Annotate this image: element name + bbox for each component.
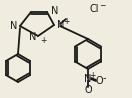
Text: Cl: Cl <box>90 4 100 14</box>
Text: N: N <box>57 20 64 30</box>
Text: N: N <box>29 32 36 42</box>
Text: +: + <box>40 35 46 44</box>
Text: −: − <box>99 1 105 10</box>
Text: -: - <box>102 73 106 83</box>
Text: O: O <box>84 85 92 95</box>
Text: N: N <box>51 6 58 16</box>
Text: O: O <box>95 76 103 86</box>
Text: +: + <box>63 16 69 25</box>
Text: +: + <box>89 72 95 80</box>
Text: N: N <box>84 74 92 84</box>
Text: N: N <box>10 21 17 31</box>
